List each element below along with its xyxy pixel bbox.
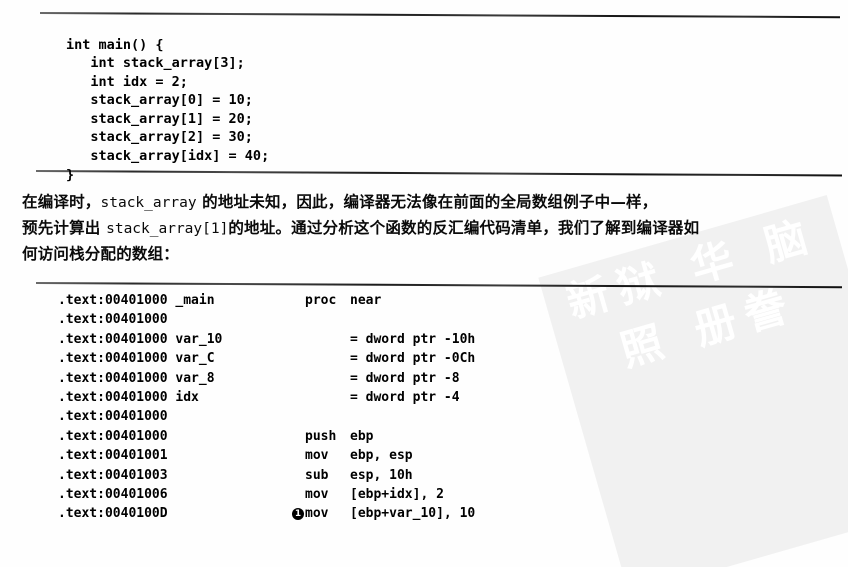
assembly-address-label: .text:00401000 var_8 (58, 370, 215, 386)
paragraph-line-3: 何访问栈分配的数组： (22, 245, 180, 263)
assembly-address-label: .text:00401003 (58, 467, 168, 483)
assembly-address-label: .text:00401000 idx (58, 389, 199, 405)
paragraph-line-2-code: stack_array[1] (106, 221, 229, 237)
assembly-address-label: .text:00401006 (58, 486, 168, 502)
assembly-operands: = dword ptr -0Ch (350, 351, 476, 367)
assembly-mnemonic: 1 mov (292, 504, 328, 523)
assembly-address-label: .text:00401000 (58, 428, 168, 444)
assembly-mnemonic: proc (305, 293, 337, 308)
assembly-address-label: .text:00401000 var_10 (58, 331, 223, 347)
callout-marker-icon: 1 (292, 508, 304, 521)
assembly-address-label: .text:00401000 (58, 312, 168, 328)
assembly-operands: = dword ptr -8 (350, 370, 460, 386)
assembly-operands: near (350, 293, 382, 308)
assembly-operands: ebp (350, 428, 374, 444)
assembly-row: .text:00401000 var_10 = dword ptr -10h (0, 330, 848, 349)
assembly-mnemonic: push (305, 428, 337, 444)
assembly-row: .text:00401003 sub esp, 10h (0, 466, 848, 485)
assembly-address-label: .text:00401001 (58, 448, 168, 464)
assembly-row: .text:00401000 (0, 310, 848, 329)
assembly-row: .text:00401000 idx = dword ptr -4 (0, 388, 848, 407)
paragraph-line-2-text-a: 预先计算出 (22, 219, 107, 237)
paragraph-line-1-text-b: 的地址未知，因此，编译器无法像在前面的全局数组例子中—样， (196, 193, 658, 211)
assembly-operands: = dword ptr -4 (350, 389, 460, 405)
paragraph-line-1-code: stack_array (100, 195, 197, 211)
paragraph-line-1-text-a: 在编译时， (22, 193, 101, 211)
assembly-row: .text:00401000 (0, 407, 848, 426)
assembly-operands: esp, 10h (350, 467, 413, 483)
assembly-operands: ebp, esp (350, 448, 413, 464)
assembly-row: .text:00401006 mov [ebp+idx], 2 (0, 485, 848, 504)
paragraph-line-2-text-b: 的地址。通过分析这个函数的反汇编代码清单，我们了解到编译器如 (228, 219, 700, 237)
paragraph-line-2: 预先计算出 stack_array[1]的地址。通过分析这个函数的反汇编代码清单… (22, 216, 828, 242)
code-block-top-rule (39, 12, 840, 19)
assembly-operands: = dword ptr -10h (350, 331, 476, 347)
c-source-code-block: int main() { int stack_array[3]; int idx… (66, 36, 270, 183)
assembly-listing-top-rule (35, 282, 842, 289)
assembly-row: .text:00401000 _main proc near (0, 291, 848, 310)
assembly-operands: [ebp+idx], 2 (350, 486, 444, 502)
assembly-mnemonic: mov (305, 448, 329, 464)
assembly-row: .text:00401000 var_C = dword ptr -0Ch (0, 349, 848, 368)
assembly-operands: [ebp+var_10], 10 (350, 506, 476, 522)
assembly-mnemonic: sub (305, 467, 329, 483)
assembly-row: .text:00401001 mov ebp, esp (0, 446, 848, 465)
assembly-row: .text:0040100D 1 mov [ebp+var_10], 10 (0, 504, 848, 523)
assembly-row: .text:00401000 push ebp (0, 427, 848, 446)
assembly-mnemonic: mov (305, 486, 329, 502)
body-paragraph: 在编译时，stack_array 的地址未知，因此，编译器无法像在前面的全局数组… (22, 190, 828, 267)
assembly-address-label: .text:00401000 _main (58, 293, 215, 308)
assembly-listing: .text:00401000 _main proc near .text:004010… (0, 291, 848, 524)
paragraph-line-1: 在编译时，stack_array 的地址未知，因此，编译器无法像在前面的全局数组… (22, 190, 828, 216)
assembly-address-label: .text:0040100D (58, 506, 168, 522)
assembly-row: .text:00401000 var_8 = dword ptr -8 (0, 369, 848, 388)
assembly-address-label: .text:00401000 (58, 409, 168, 425)
assembly-address-label: .text:00401000 var_C (58, 351, 215, 367)
